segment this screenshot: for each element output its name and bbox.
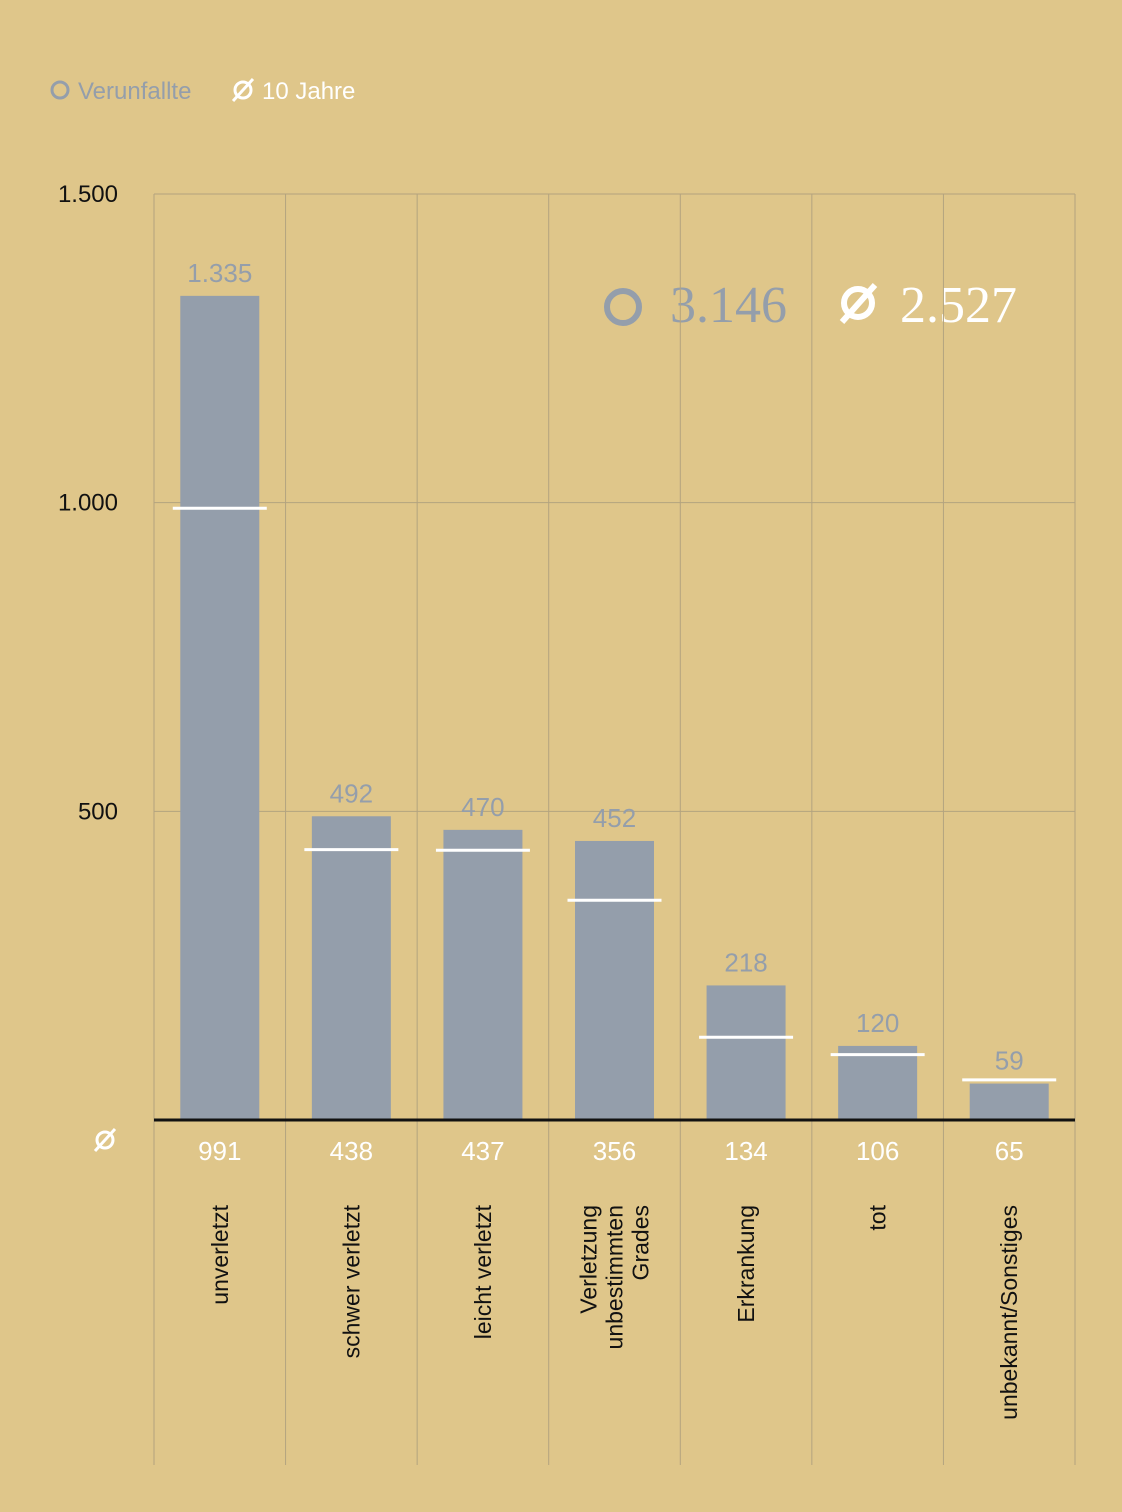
bar [838,1045,918,1120]
bar [969,1083,1049,1120]
legend-symbol [50,80,70,100]
legend-label: Verunfallte [78,78,191,105]
value-label: 59 [995,1046,1024,1076]
average-label: 106 [856,1136,899,1166]
average-label: 65 [995,1136,1024,1166]
average-row-symbol [93,1127,117,1153]
average-symbol [839,283,878,324]
value-label: 470 [461,792,504,822]
x-tick-label: Erkrankung [733,1205,759,1323]
value-label: 1.335 [187,258,252,288]
y-tick-label: 500 [78,798,118,825]
x-tick-label: schwer verletzt [338,1204,364,1358]
value-label: 120 [856,1008,899,1038]
bar [575,840,654,1120]
average-label: 991 [198,1136,241,1166]
total-symbol [604,288,642,326]
x-tick-label: tot [865,1204,891,1230]
average-label: 438 [330,1136,373,1166]
average-label: 437 [461,1136,504,1166]
y-tick-label: 1.000 [58,490,118,517]
x-tick-label: unbekannt/Sonstiges [996,1205,1022,1420]
value-label: 452 [593,803,636,833]
bar [180,295,260,1120]
bar [443,829,523,1120]
bar [706,985,786,1120]
value-label: 492 [330,778,373,808]
bar [311,816,391,1120]
x-tick-label: VerletzungunbestimmtenGrades [576,1205,654,1349]
value-label: 218 [724,947,767,977]
legend-label: 10 Jahre [262,78,355,105]
x-tick-label: leicht verletzt [470,1204,496,1339]
legend-symbol [231,77,255,103]
average-total-label: 2.527 [900,277,1017,334]
x-tick-label: unverletzt [207,1204,233,1304]
y-tick-label: 1.500 [58,181,118,208]
total-label: 3.146 [670,277,787,334]
average-label: 356 [593,1136,636,1166]
average-label: 134 [724,1136,767,1166]
